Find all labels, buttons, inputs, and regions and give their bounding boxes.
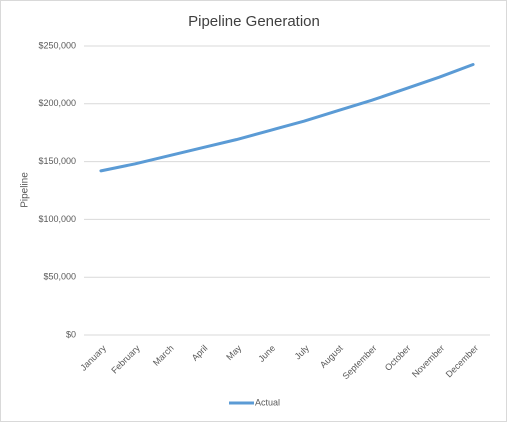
y-tick-label: $0 <box>66 329 76 339</box>
chart-title: Pipeline Generation <box>188 13 320 30</box>
y-tick-label: $200,000 <box>38 98 76 108</box>
y-tick-label: $250,000 <box>38 40 76 50</box>
chart-border <box>0 0 507 422</box>
y-tick-label: $50,000 <box>43 272 76 282</box>
y-axis-title: Pipeline <box>20 172 31 208</box>
y-tick-label: $150,000 <box>38 156 76 166</box>
line-series <box>99 62 475 173</box>
legend-label: Actual <box>255 397 280 407</box>
y-tick-label: $100,000 <box>38 214 76 224</box>
